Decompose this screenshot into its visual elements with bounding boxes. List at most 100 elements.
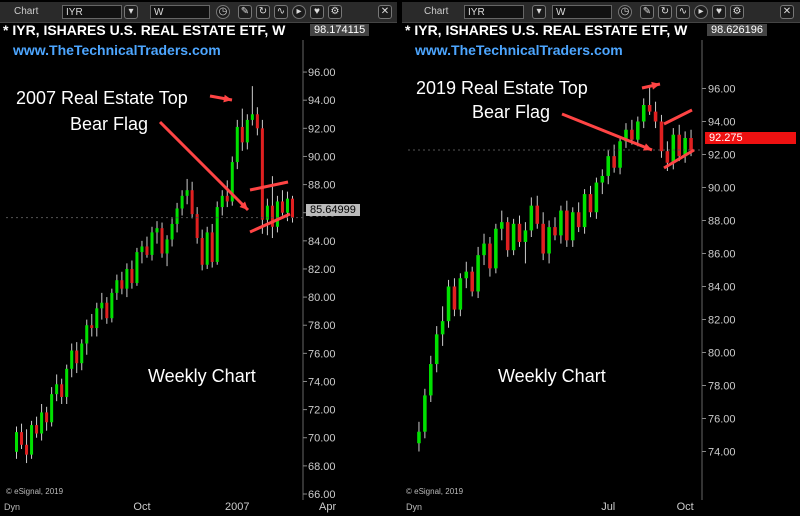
candle-body bbox=[636, 121, 640, 140]
candle bbox=[570, 207, 575, 247]
candle bbox=[240, 108, 244, 151]
heart-icon[interactable]: ♥ bbox=[712, 5, 726, 19]
candle bbox=[105, 297, 109, 324]
candle-body bbox=[275, 201, 279, 227]
candle bbox=[230, 156, 234, 206]
candle bbox=[470, 266, 474, 297]
cycle-icon[interactable]: ↻ bbox=[658, 5, 672, 19]
candle bbox=[636, 116, 640, 147]
symbol-input[interactable]: IYR bbox=[464, 5, 524, 19]
x-tick-label: Oct bbox=[133, 501, 150, 513]
y-tick-label: 68.00 bbox=[308, 461, 336, 473]
play-icon[interactable]: ▸ bbox=[292, 5, 306, 19]
candle-body bbox=[565, 210, 569, 241]
candle-body bbox=[165, 239, 169, 254]
clock-icon[interactable]: ◷ bbox=[216, 5, 230, 19]
left-chart-panel: 96.0094.0092.0090.0088.0086.0084.0082.00… bbox=[0, 0, 397, 516]
settings-icon[interactable]: ⚙ bbox=[328, 5, 342, 19]
candle bbox=[165, 235, 169, 267]
y-tick-label: 84.00 bbox=[708, 282, 736, 294]
symbol-input[interactable]: IYR bbox=[62, 5, 122, 19]
candle bbox=[576, 202, 581, 233]
candle bbox=[210, 223, 214, 268]
flag-channel-line bbox=[663, 108, 693, 126]
candle bbox=[582, 189, 587, 234]
candle-body bbox=[115, 280, 119, 293]
candle-body bbox=[511, 223, 516, 251]
candle bbox=[446, 279, 451, 328]
symbol-dropdown-icon[interactable]: ▾ bbox=[532, 5, 546, 19]
candle-body bbox=[470, 271, 474, 292]
candle-body bbox=[85, 325, 89, 344]
pencil-icon[interactable]: ✎ bbox=[238, 5, 252, 19]
candle-body bbox=[125, 268, 129, 289]
pulse-icon[interactable]: ∿ bbox=[274, 5, 288, 19]
play-icon[interactable]: ▸ bbox=[694, 5, 708, 19]
website-url[interactable]: www.TheTechnicalTraders.com bbox=[415, 42, 623, 58]
candle-body bbox=[75, 350, 79, 364]
y-tick-label: 84.00 bbox=[308, 236, 336, 248]
candle bbox=[265, 198, 269, 236]
candle-body bbox=[160, 228, 164, 254]
annotation-subtitle: Bear Flag bbox=[472, 102, 551, 122]
candle bbox=[195, 207, 199, 244]
candle bbox=[120, 271, 124, 295]
candle-body bbox=[265, 205, 269, 220]
symbol-dropdown-icon[interactable]: ▾ bbox=[124, 5, 138, 19]
right-candlestick-chart[interactable]: 96.00 94.00 92.00 90.00 88.00 86.00 84.00 82.00… bbox=[402, 0, 800, 516]
candle-body bbox=[494, 228, 498, 269]
candle bbox=[235, 119, 239, 170]
candle bbox=[588, 185, 593, 218]
candle-body bbox=[641, 105, 646, 122]
candle-body bbox=[488, 243, 492, 269]
candle-body bbox=[175, 208, 179, 224]
y-tick-label: 78.00 bbox=[308, 320, 336, 332]
candle-body bbox=[659, 121, 664, 152]
cycle-icon[interactable]: ↻ bbox=[256, 5, 270, 19]
candle-body bbox=[600, 175, 605, 183]
candle bbox=[30, 420, 34, 459]
candle-body bbox=[210, 232, 214, 262]
website-url[interactable]: www.TheTechnicalTraders.com bbox=[13, 42, 221, 58]
interval-select[interactable]: W bbox=[552, 5, 612, 19]
candle bbox=[553, 217, 557, 241]
candle bbox=[110, 288, 114, 323]
arrow-head bbox=[643, 143, 652, 151]
candle-body bbox=[482, 243, 486, 256]
y-tick-label: 66.00 bbox=[308, 489, 336, 501]
dyn-label: Dyn bbox=[4, 502, 21, 512]
interval-select[interactable]: W bbox=[150, 5, 210, 19]
candle bbox=[290, 195, 294, 223]
candle bbox=[280, 190, 284, 216]
candle-body bbox=[150, 232, 154, 255]
annotation-arrow bbox=[158, 120, 250, 212]
candle-body bbox=[529, 205, 534, 231]
close-icon[interactable]: ✕ bbox=[780, 5, 794, 19]
candle bbox=[547, 220, 551, 264]
clock-icon[interactable]: ◷ bbox=[618, 5, 632, 19]
candle-body bbox=[689, 138, 693, 150]
candle bbox=[260, 119, 264, 234]
candle bbox=[170, 218, 174, 247]
left-candlestick-chart[interactable]: 96.0094.0092.0090.0088.0086.0084.0082.00… bbox=[0, 0, 397, 516]
candle-body bbox=[647, 105, 652, 112]
candle bbox=[245, 114, 249, 150]
heart-icon[interactable]: ♥ bbox=[310, 5, 324, 19]
candle bbox=[65, 364, 69, 404]
close-icon[interactable]: ✕ bbox=[378, 5, 392, 19]
settings-icon[interactable]: ⚙ bbox=[730, 5, 744, 19]
esignal-copyright: © eSignal, 2019 bbox=[406, 487, 464, 496]
candle-body bbox=[624, 129, 628, 142]
pencil-icon[interactable]: ✎ bbox=[640, 5, 654, 19]
annotation-subtitle: Bear Flag bbox=[70, 114, 149, 134]
current-price-box: 98.626196 bbox=[707, 24, 767, 36]
candle-body bbox=[671, 134, 676, 163]
candle bbox=[494, 223, 498, 274]
candle-body bbox=[505, 222, 510, 251]
candle-body bbox=[553, 227, 557, 236]
pulse-icon[interactable]: ∿ bbox=[676, 5, 690, 19]
right-chart-panel: 96.00 94.00 92.00 90.00 88.00 86.00 84.00 82.00… bbox=[402, 0, 800, 516]
weekly-chart-label: Weekly Chart bbox=[498, 366, 606, 386]
x-tick-label: Apr bbox=[319, 501, 336, 513]
candle bbox=[488, 237, 492, 277]
